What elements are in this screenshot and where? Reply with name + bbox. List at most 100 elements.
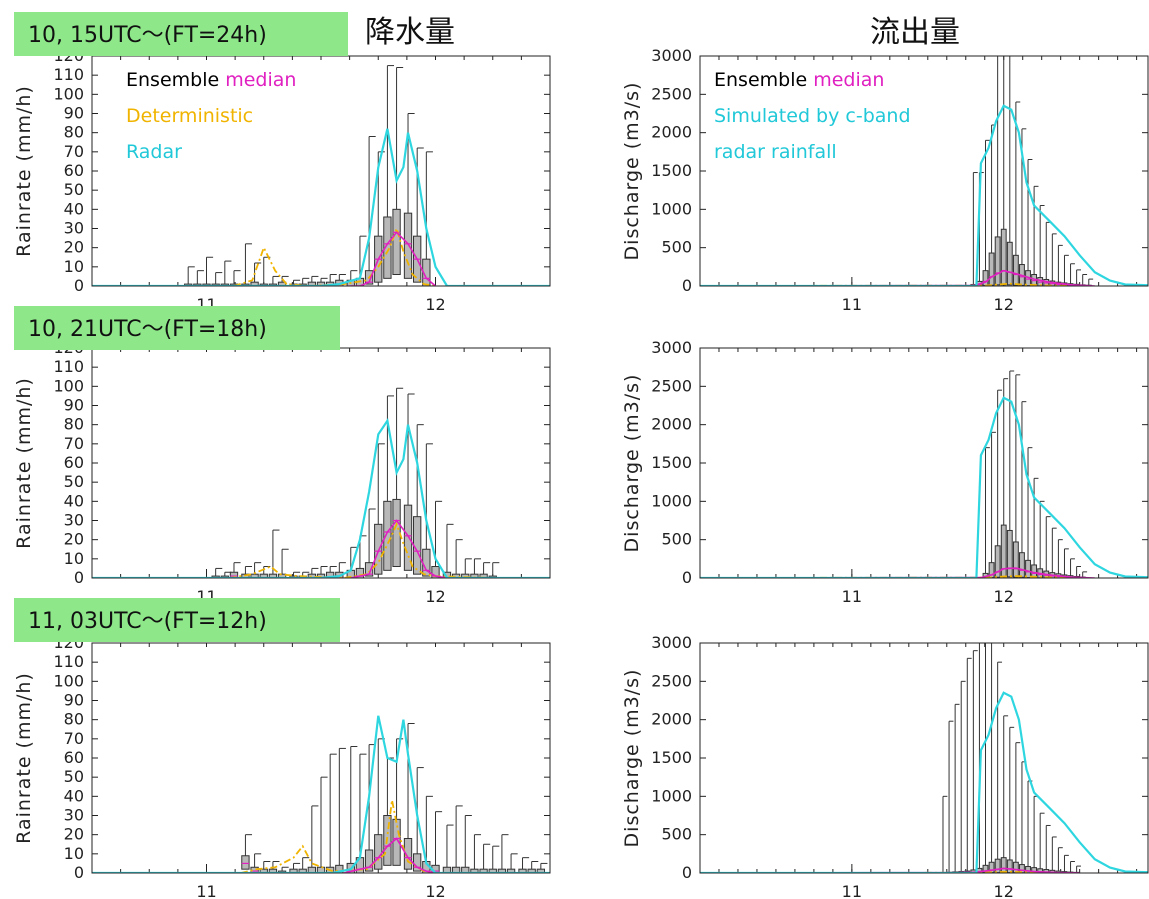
discharge-1-radar-line bbox=[700, 104, 1148, 286]
discharge-2-xtick-label: 12 bbox=[994, 587, 1014, 606]
rain-legend-entry-part: Deterministic bbox=[126, 105, 253, 127]
row-tag-1: 10, 15UTC～(FT=24h) bbox=[14, 12, 348, 56]
discharge-column-title: 流出量 bbox=[870, 15, 960, 50]
discharge-3-ytick-label: 3000 bbox=[651, 633, 692, 652]
rain-2-ytick-label: 70 bbox=[64, 434, 84, 453]
rain-3-box bbox=[470, 868, 479, 873]
discharge-1-frame bbox=[699, 55, 1149, 287]
rain-3-radar-line bbox=[92, 715, 550, 873]
discharge-legend-entry: Simulated by c-band bbox=[714, 105, 911, 127]
rain-3-ytick-label: 80 bbox=[64, 710, 84, 729]
rain-3-median-line bbox=[343, 837, 436, 873]
discharge-2-ytick-label: 2000 bbox=[651, 415, 692, 434]
discharge-1-ytick-label: 3000 bbox=[651, 46, 692, 65]
rain-1-ytick-label: 40 bbox=[64, 199, 84, 218]
discharge-3-xtick-label: 12 bbox=[994, 882, 1014, 899]
rain-2-box bbox=[325, 571, 335, 578]
rain-3-ylabel: Rainrate (mm/h) bbox=[13, 672, 35, 844]
discharge-2-box bbox=[1006, 529, 1013, 578]
discharge-1-ytick-label: 500 bbox=[661, 238, 692, 257]
discharge-3-ytick-label: 2000 bbox=[651, 710, 692, 729]
rain-2-plot-area bbox=[92, 387, 550, 578]
discharge-1-box bbox=[994, 236, 1001, 286]
discharge-legend-entry-part: radar rainfall bbox=[714, 141, 837, 163]
discharge-2-xtick-label: 11 bbox=[842, 587, 862, 606]
rain-3-box bbox=[461, 866, 470, 873]
rain-3-ytick-label: 20 bbox=[64, 825, 84, 844]
rain-3-box bbox=[479, 868, 488, 873]
discharge-2-ytick-label: 3000 bbox=[651, 338, 692, 357]
rain-2-box bbox=[442, 571, 452, 578]
rain-3-box bbox=[403, 838, 413, 870]
row-tag-2: 10, 21UTC～(FT=18h) bbox=[14, 306, 340, 350]
rain-3-ytick-label: 50 bbox=[64, 767, 84, 786]
rain-3-xtick-label: 11 bbox=[196, 882, 216, 899]
rain-1-deterministic-line bbox=[233, 225, 436, 286]
rain-legend-entry-part: median bbox=[225, 69, 296, 91]
rain-2-chart: 01020304050607080901001101201112Rainrate… bbox=[13, 338, 551, 606]
rain-1-ytick-label: 10 bbox=[64, 257, 84, 276]
rain-2-box bbox=[229, 571, 239, 578]
row-tag-3: 11, 03UTC～(FT=12h) bbox=[14, 598, 340, 642]
discharge-3-frame bbox=[699, 642, 1149, 874]
discharge-1-ytick-label: 2000 bbox=[651, 123, 692, 142]
panels: 01020304050607080901001101201112Rainrate… bbox=[13, 46, 1149, 899]
rain-column-title: 降水量 bbox=[365, 15, 455, 50]
rain-3-ytick-label: 40 bbox=[64, 786, 84, 805]
discharge-2-ytick-label: 1500 bbox=[651, 453, 692, 472]
rain-3-box bbox=[289, 868, 298, 873]
discharge-1-median-line bbox=[700, 269, 1095, 286]
discharge-2-plot-area bbox=[700, 370, 1148, 578]
rain-2-box bbox=[374, 523, 383, 575]
rain-2-ytick-label: 30 bbox=[64, 511, 84, 530]
discharge-1-xtick-label: 12 bbox=[994, 295, 1014, 314]
rain-2-box bbox=[461, 573, 470, 578]
discharge-3-chart: 0 500 1000 1500 2000 2500 3000 11 12 Discharge (m… bbox=[621, 633, 1149, 899]
rain-2-ytick-label: 40 bbox=[64, 491, 84, 510]
rain-1-ytick-label: 20 bbox=[64, 238, 84, 257]
rain-2-box bbox=[431, 566, 440, 578]
discharge-1-ytick-label: 1000 bbox=[651, 199, 692, 218]
rain-3-box bbox=[374, 834, 383, 870]
rain-3-box bbox=[497, 868, 507, 873]
rain-3-xtick-label: 12 bbox=[425, 882, 445, 899]
discharge-3-xtick-label: 11 bbox=[842, 882, 862, 899]
rain-legend-entry-part: Radar bbox=[126, 141, 182, 163]
discharge-3-ytick-label: 2500 bbox=[651, 671, 692, 690]
discharge-3-ytick-label: 500 bbox=[661, 825, 692, 844]
rain-2-box bbox=[277, 573, 287, 578]
row-tag-1-background bbox=[14, 12, 348, 56]
rain-1-ytick-label: 0 bbox=[74, 276, 84, 295]
rain-1-ytick-label: 50 bbox=[64, 180, 84, 199]
discharge-2-ytick-label: 1000 bbox=[651, 491, 692, 510]
discharge-1-box bbox=[1006, 241, 1013, 286]
rain-legend: Ensemble median Deterministic Radar bbox=[126, 69, 296, 163]
rain-3-box bbox=[364, 849, 374, 872]
discharge-2-frame bbox=[699, 347, 1149, 579]
rain-3-ytick-label: 30 bbox=[64, 806, 84, 825]
rain-2-xtick-label: 12 bbox=[425, 587, 445, 606]
discharge-2-ytick-label: 0 bbox=[682, 568, 692, 587]
discharge-legend-entry: radar rainfall bbox=[714, 141, 837, 163]
discharge-3-ytick-label: 1500 bbox=[651, 748, 692, 767]
rain-3-box bbox=[488, 868, 497, 873]
rain-3-box bbox=[259, 868, 268, 873]
rain-3-box bbox=[527, 868, 536, 873]
discharge-legend-entry-part: Simulated by c-band bbox=[714, 105, 911, 127]
rain-2-box bbox=[479, 573, 488, 578]
rain-1-box bbox=[403, 212, 413, 279]
row-tag-1-label: 10, 15UTC～(FT=24h) bbox=[28, 23, 267, 48]
rain-1-ylabel: Rainrate (mm/h) bbox=[13, 85, 35, 257]
discharge-2-box bbox=[1019, 552, 1025, 578]
discharge-2-ylabel: Discharge (m3/s) bbox=[621, 374, 643, 553]
discharge-3-radar-line bbox=[700, 691, 1148, 873]
rain-3-ytick-label: 0 bbox=[74, 863, 84, 882]
row-tag-3-background bbox=[14, 598, 340, 642]
rain-2-box bbox=[268, 573, 278, 578]
rain-1-ytick-label: 60 bbox=[64, 161, 84, 180]
rain-2-box bbox=[355, 567, 365, 578]
discharge-3-box bbox=[1000, 857, 1007, 873]
discharge-legend: Ensemble median Simulated by c-band radar … bbox=[714, 69, 911, 163]
rain-2-ytick-label: 10 bbox=[64, 549, 84, 568]
rain-3-frame bbox=[91, 642, 551, 874]
